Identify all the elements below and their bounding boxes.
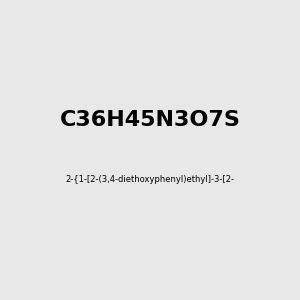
Text: C36H45N3O7S: C36H45N3O7S (60, 110, 240, 130)
Text: 2-{1-[2-(3,4-diethoxyphenyl)ethyl]-3-[2-: 2-{1-[2-(3,4-diethoxyphenyl)ethyl]-3-[2- (65, 176, 235, 184)
